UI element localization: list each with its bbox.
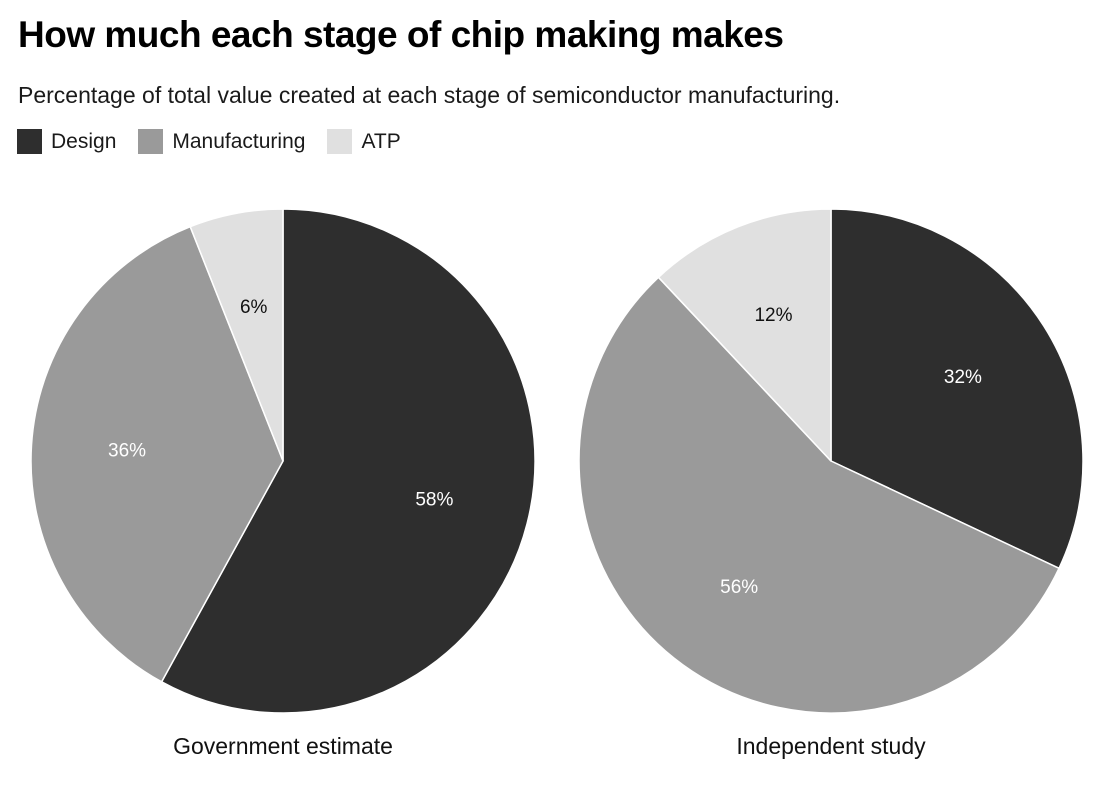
legend-swatch-design — [17, 129, 42, 154]
pie-slice-manufacturing — [578, 276, 1060, 714]
pie-caption: Independent study — [736, 733, 926, 759]
slice-label-design: 32% — [944, 367, 982, 388]
legend-label-atp: ATP — [361, 129, 401, 153]
legend-item-manufacturing: Manufacturing — [138, 129, 305, 154]
pie-slice-design — [830, 208, 1084, 570]
pie-slice-manufacturing — [30, 225, 284, 683]
legend-swatch-manufacturing — [138, 129, 164, 154]
legend-label-manufacturing: Manufacturing — [172, 129, 306, 153]
pie-slice-atp — [189, 208, 284, 462]
legend: Design Manufacturing ATP — [17, 129, 423, 154]
slice-label-atp: 6% — [240, 297, 268, 318]
chart-title: How much each stage of chip making makes — [18, 14, 784, 55]
pie-independent-study: 32% 56% 12% Independent study — [578, 208, 1084, 759]
slice-label-atp: 12% — [754, 305, 792, 326]
pie-government-estimate: 58% 36% 6% Government estimate — [30, 208, 536, 759]
chart-subtitle: Percentage of total value created at eac… — [18, 82, 841, 108]
legend-item-design: Design — [17, 129, 116, 154]
slice-label-manufacturing: 56% — [720, 577, 758, 598]
pie-slice-design — [160, 208, 536, 714]
legend-item-atp: ATP — [327, 129, 401, 154]
legend-label-design: Design — [51, 129, 117, 153]
pie-slice-atp — [657, 208, 832, 462]
legend-swatch-atp — [327, 129, 353, 154]
slice-label-manufacturing: 36% — [108, 441, 146, 462]
slice-label-design: 58% — [415, 489, 453, 510]
pie-caption: Government estimate — [173, 733, 393, 759]
